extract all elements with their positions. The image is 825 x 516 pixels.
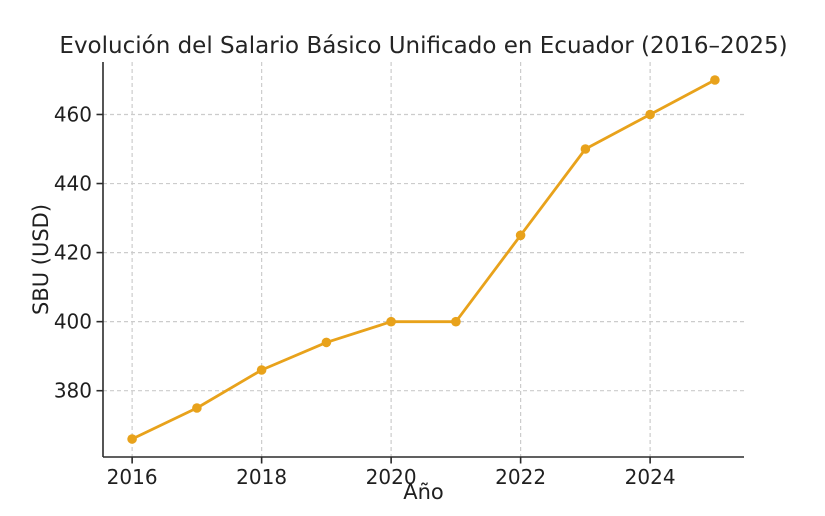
y-tick-label: 400: [54, 310, 92, 334]
y-tick-label: 460: [54, 102, 92, 126]
data-point-2023: [580, 144, 591, 154]
axes: [96, 62, 744, 464]
tick-labels: 2016 2018 2020 2022 2024 380 400 420 440 460: [54, 102, 676, 489]
x-tick-label: 2020: [366, 465, 417, 489]
y-axis-label: SBU (USD): [29, 204, 53, 315]
chart-title: Evolución del Salario Básico Unificado e…: [59, 33, 787, 59]
x-tick-label: 2018: [236, 465, 287, 489]
gridlines: [103, 62, 744, 457]
data-point-2016: [127, 434, 137, 444]
sbu-trend-line: [130, 78, 717, 441]
data-point-2021: [451, 316, 461, 327]
data-point-2020: [386, 316, 396, 327]
x-axis-label: Año: [403, 480, 444, 504]
y-tick-label: 380: [54, 379, 92, 403]
data-point-2017: [192, 403, 202, 413]
data-series: [127, 75, 720, 444]
data-point-2025: [710, 75, 720, 85]
data-point-2018: [256, 365, 267, 375]
x-tick-label: 2022: [495, 465, 546, 489]
data-point-2019: [321, 337, 332, 348]
x-tick-label: 2024: [625, 465, 676, 489]
data-point-2022: [515, 230, 526, 241]
y-tick-label: 420: [54, 241, 92, 265]
data-point-2024: [645, 109, 655, 120]
x-tick-label: 2016: [107, 465, 158, 489]
y-tick-label: 440: [54, 172, 92, 196]
